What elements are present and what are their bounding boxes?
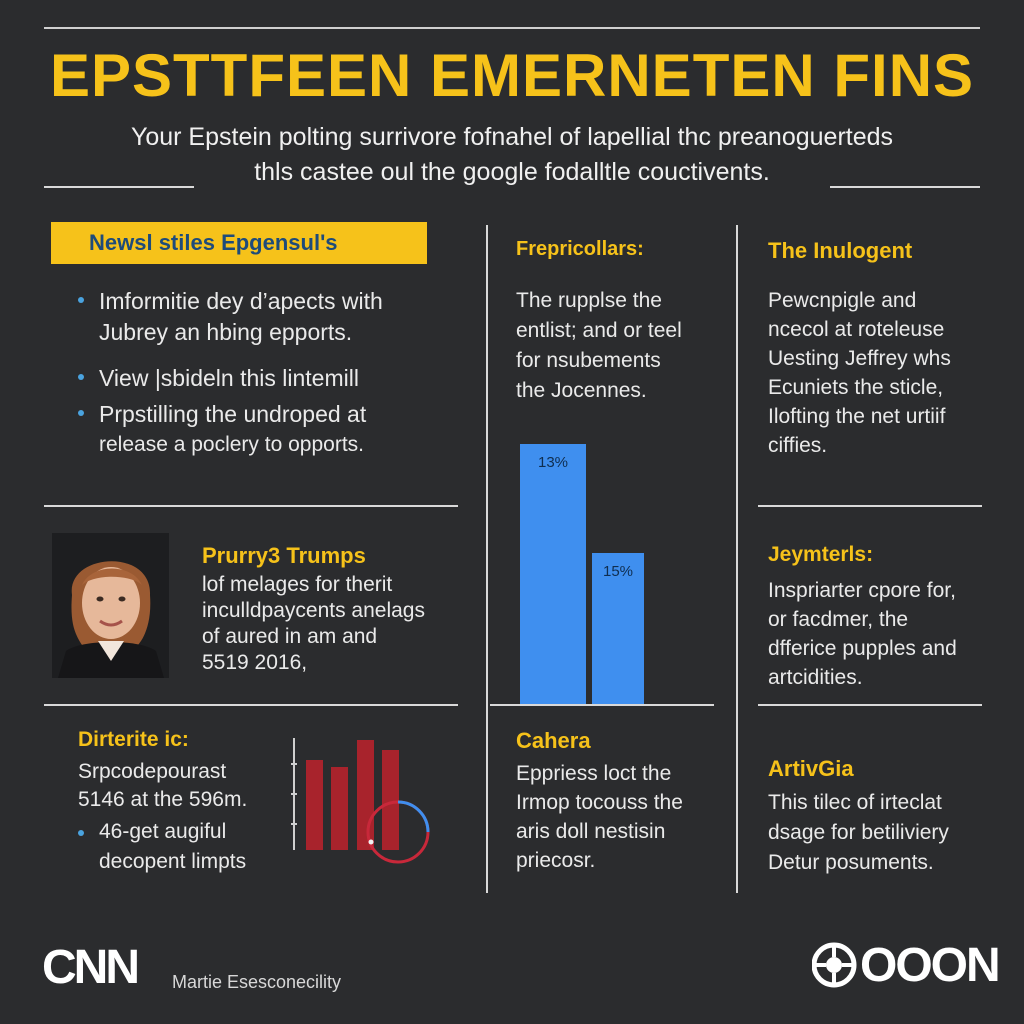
section-divider-left-1 [44, 505, 458, 507]
artivgia-line-1: This tilec of irteclat [768, 791, 942, 814]
inulogent-line-4: Ecuniets the sticle, [768, 376, 944, 399]
dirterite-bullet-line-1: 46-get augiful [99, 820, 227, 843]
jeymterls-line-4: artcidities. [768, 666, 863, 689]
section-divider-right-2 [758, 704, 982, 706]
bullet-dot [78, 297, 84, 303]
news-item-1-line-1: Imformitie dey d’apects with [99, 288, 383, 314]
profile-line-2: inculldpaycents anelags [202, 599, 425, 622]
frepricollars-line-2: entlist; and or teel [516, 319, 682, 342]
woman-portrait-icon [52, 533, 169, 678]
cahera-line-3: aris doll nestisin [516, 820, 666, 843]
blue-bar-chart: 13% 15% [510, 440, 660, 704]
jeymterls-heading: Jeymterls: [768, 543, 874, 566]
bullet-dot [78, 410, 84, 416]
artivgia-line-2: dsage for betiliviery [768, 821, 949, 844]
inulogent-line-3: Uesting Jeffrey whs [768, 347, 951, 370]
section-divider-mid [490, 704, 714, 706]
inulogent-line-6: ciffies. [768, 434, 828, 457]
bar-chart-bar [520, 444, 586, 704]
section-divider-left-2 [44, 704, 458, 706]
frepricollars-line-3: for nsubements [516, 349, 661, 372]
profile-heading: Prurry3 Trumps [202, 543, 366, 568]
inulogent-heading: The Inulogent [768, 238, 913, 263]
bullet-dot [78, 374, 84, 380]
news-item-2-line-1: View |sbideln this lintemill [99, 365, 359, 391]
subtitle-line-2: thls castee oul the google fodalltle cou… [254, 158, 770, 186]
red-bar-graphic [291, 738, 430, 864]
dirterite-line-2: 5146 at the 596m. [78, 788, 248, 811]
subtitle-line-1: Your Epstein polting surrivore fofnahel … [130, 123, 894, 151]
dirterite-heading: Dirterite ic: [78, 728, 189, 751]
cahera-heading: Cahera [516, 728, 591, 753]
inulogent-line-2: ncecol at roteleuse [768, 318, 945, 341]
cahera-line-4: priecosr. [516, 849, 596, 872]
footer-caption: Martie Esesconecility [172, 972, 342, 992]
aperture-icon [811, 942, 857, 988]
frepricollars-line-1: The rupplse the [516, 289, 662, 312]
page-title: EPSTTFEEN EMERNETEN FINS [49, 42, 975, 109]
frepricollars-line-4: the Jocennes. [516, 379, 647, 402]
subtitle-rule-left [44, 186, 194, 188]
bullet-dot [78, 830, 84, 836]
subtitle-rule-right [830, 186, 980, 188]
dirterite-bullet-line-2: decopent limpts [99, 850, 247, 873]
bar-chart-bar [592, 553, 644, 704]
inulogent-line-1: Pewcnpigle and [768, 289, 917, 312]
right-logo-text: OOON [860, 939, 1001, 992]
jeymterls-line-1: Inspriarter cpore for, [768, 579, 956, 602]
cnn-logo[interactable]: CNN [42, 941, 140, 994]
jeymterls-line-3: dfferice pupples and [768, 637, 957, 660]
right-logo[interactable]: OOON [811, 939, 1001, 992]
inulogent-line-5: Ilofting the net urtiif [768, 405, 946, 428]
bar-chart-data-label: 15% [602, 563, 634, 580]
news-banner: Newsl stiles Epgensul's [51, 222, 427, 264]
artivgia-line-3: Detur posuments. [768, 851, 934, 874]
top-rule [44, 27, 980, 29]
artivgia-heading: ArtivGia [768, 756, 854, 781]
column-divider-1 [486, 225, 488, 893]
jeymterls-line-2: or facdmer, the [768, 608, 909, 631]
frepricollars-heading: Frepricollars: [516, 238, 644, 260]
news-item-3-line-2: release a poclery to opports. [99, 433, 364, 456]
news-item-1-line-2: Jubrey an hbing epports. [99, 319, 353, 345]
section-divider-right-1 [758, 505, 982, 507]
dirterite-line-1: Srpcodepourast [78, 760, 227, 783]
bar-chart-data-label: 13% [537, 454, 569, 471]
profile-line-3: of aured in am and [202, 625, 378, 648]
profile-line-4: 5519 2016, [202, 651, 308, 674]
profile-line-1: lof melages for therit [202, 573, 393, 596]
column-divider-2 [736, 225, 738, 893]
cahera-line-2: Irmop tocouss the [516, 791, 683, 814]
news-item-3-line-1: Prpstilling the undroped at [99, 401, 367, 427]
cahera-line-1: Eppriess loct the [516, 762, 672, 785]
